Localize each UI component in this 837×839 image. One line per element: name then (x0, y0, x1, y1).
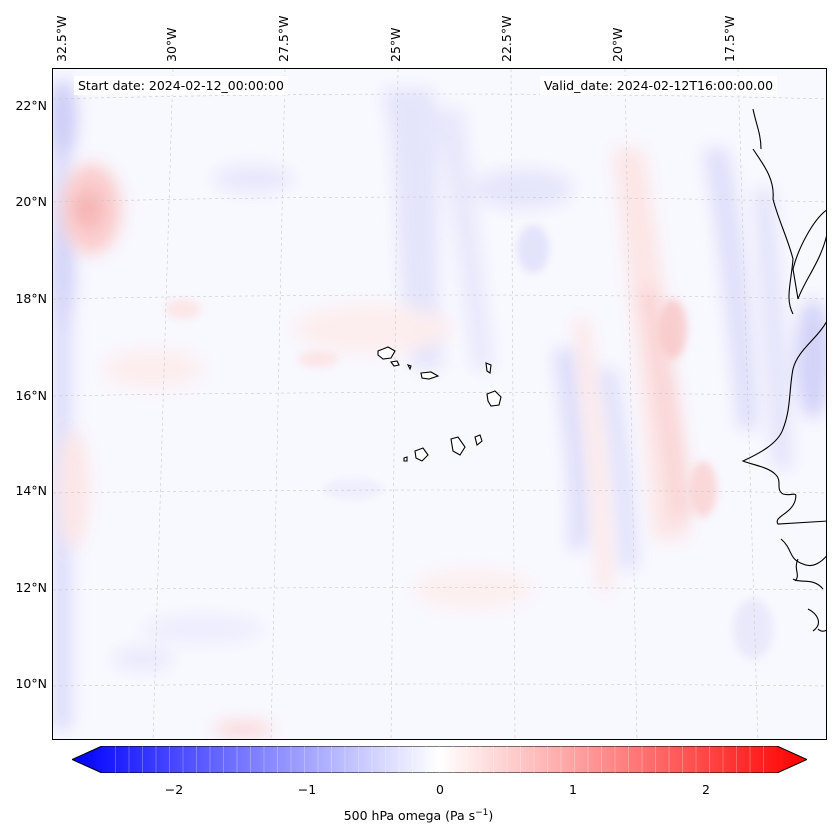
lon-label-30w: 30°W (164, 27, 179, 62)
lon-label-32-5w: 32.5°W (54, 15, 69, 62)
colorbar-title: 500 hPa omega (Pa s−1) (0, 808, 837, 823)
lat-label-18n: 18°N (15, 291, 47, 306)
map-panel (52, 68, 827, 740)
lat-label-20n: 20°N (15, 194, 47, 209)
lon-label-27-5w: 27.5°W (276, 15, 291, 62)
valid-date-label: Valid_date: 2024-02-12T16:00:00.00 (540, 76, 778, 95)
lat-label-16n: 16°N (15, 388, 47, 403)
colorbar (72, 746, 807, 773)
colorbar-tick-minus1: −1 (297, 782, 317, 797)
colorbar-title-end: ) (488, 808, 494, 824)
lat-label-22n: 22°N (15, 98, 47, 113)
lat-label-14n: 14°N (15, 483, 47, 498)
lon-label-20w: 20°W (610, 27, 625, 62)
colorbar-title-sup: −1 (475, 808, 489, 818)
omega-field (53, 69, 826, 739)
lon-label-17-5w: 17.5°W (722, 15, 737, 62)
coastline (741, 108, 826, 632)
lon-label-22-5w: 22.5°W (499, 15, 514, 62)
colorbar-tick-minus2: −2 (164, 782, 184, 797)
start-date-label: Start date: 2024-02-12_00:00:00 (74, 76, 288, 95)
colorbar-tick-1: 1 (569, 782, 577, 797)
cape-verde-islands (377, 346, 502, 462)
colorbar-tick-0: 0 (436, 782, 444, 797)
lat-label-12n: 12°N (15, 580, 47, 595)
colorbar-title-main: 500 hPa omega (Pa s (343, 808, 476, 824)
lat-label-10n: 10°N (15, 676, 47, 691)
colorbar-tick-2: 2 (702, 782, 710, 797)
lon-label-25w: 25°W (388, 27, 403, 62)
